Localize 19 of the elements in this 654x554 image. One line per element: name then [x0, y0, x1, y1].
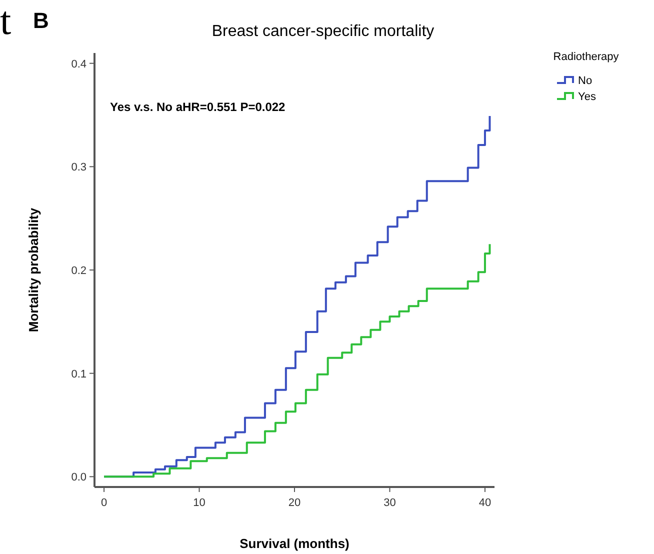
x-tick-label: 0	[100, 497, 108, 509]
y-tick-label: 0.3	[71, 162, 86, 174]
legend-label: No	[578, 75, 592, 87]
annotation: Yes v.s. No aHR=0.551 P=0.022	[110, 100, 286, 114]
y-tick-label: 0.1	[71, 368, 86, 380]
x-tick-label: 20	[288, 497, 301, 509]
x-tick-label: 40	[478, 497, 492, 509]
x-tick-label: 10	[193, 497, 206, 509]
y-axis-title: Mortality probability	[26, 207, 41, 332]
text: B	[33, 8, 49, 33]
y-tick-label: 0.2	[71, 265, 86, 277]
legend-label: Yes	[578, 91, 596, 103]
text: t	[0, 0, 12, 43]
y-tick-label: 0.0	[71, 472, 86, 484]
y-tick-label: 0.4	[71, 58, 86, 70]
x-tick-label: 30	[384, 497, 396, 509]
x-axis-title: Survival (months)	[240, 536, 350, 551]
legend-title: Radiotherapy	[553, 51, 620, 63]
chart-title: Breast cancer-specific mortality	[212, 23, 434, 40]
